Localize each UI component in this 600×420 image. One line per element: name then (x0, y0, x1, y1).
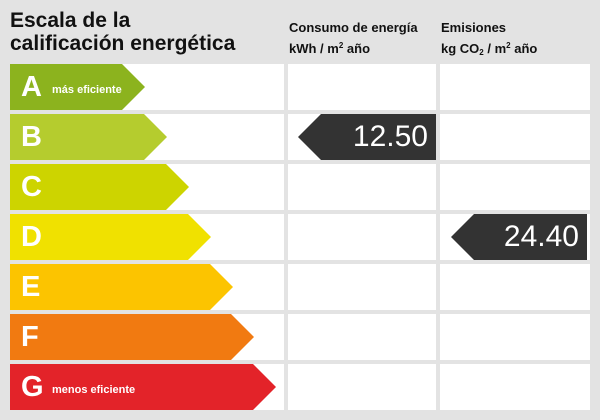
rating-arrow-f (10, 314, 254, 360)
consumo-value: 12.50 (352, 120, 428, 153)
consumo-header-title: Consumo de energía (289, 20, 418, 35)
emisiones-header: Emisiones kg CO2 / m2 año (441, 19, 537, 62)
emisiones-header-title: Emisiones (441, 20, 507, 35)
consumo-cell-c (288, 164, 436, 210)
rating-note-a: más eficiente (52, 84, 122, 96)
rating-letter-f: F (21, 321, 39, 353)
rating-arrow-a (10, 64, 145, 110)
emisiones-cell-g (440, 364, 590, 410)
consumo-cell-e (288, 264, 436, 310)
rating-arrow-g (10, 364, 276, 410)
rating-arrow-shape-g (10, 364, 276, 410)
title-line-2: calificación energética (10, 32, 236, 55)
rating-arrow-e (10, 264, 233, 310)
emisiones-value: 24.40 (503, 220, 579, 253)
rating-arrow-b (10, 114, 167, 160)
rating-arrow-c (10, 164, 189, 210)
rating-arrow-shape-f (10, 314, 254, 360)
title-line-1: Escala de la (10, 9, 131, 32)
rating-letter-c: C (21, 171, 42, 203)
rating-arrow-shape-b (10, 114, 167, 160)
rating-letter-e: E (21, 271, 41, 303)
rating-arrow-shape-c (10, 164, 189, 210)
consumo-cell-a (288, 64, 436, 110)
emisiones-indicator: 24.40 (451, 214, 587, 260)
emisiones-cell-b (440, 114, 590, 160)
consumo-cell-d (288, 214, 436, 260)
rating-note-g: menos eficiente (52, 384, 136, 396)
consumo-cell-g (288, 364, 436, 410)
consumo-indicator: 12.50 (298, 114, 436, 160)
emisiones-cell-c (440, 164, 590, 210)
emisiones-cell-f (440, 314, 590, 360)
rating-arrow-shape-a (10, 64, 145, 110)
emisiones-indicator-arrow (451, 214, 587, 260)
emisiones-cell-a (440, 64, 590, 110)
consumo-cell-f (288, 314, 436, 360)
rating-letter-g: G (21, 371, 44, 403)
consumo-indicator-arrow (298, 114, 436, 160)
label-title: Escala de la calificación energética (10, 9, 235, 55)
rating-letter-b: B (21, 121, 42, 153)
emisiones-header-unit: kg CO2 / m2 año (441, 41, 538, 57)
rating-letter-a: A (21, 71, 42, 103)
rating-arrow-shape-d (10, 214, 211, 260)
rating-letter-d: D (21, 221, 42, 253)
rating-arrow-d (10, 214, 211, 260)
emisiones-cell-e (440, 264, 590, 310)
consumo-header-unit: kWh / m2 año (289, 41, 371, 56)
rating-arrow-shape-e (10, 264, 233, 310)
consumo-header: Consumo de energía kWh / m2 año (289, 19, 418, 58)
